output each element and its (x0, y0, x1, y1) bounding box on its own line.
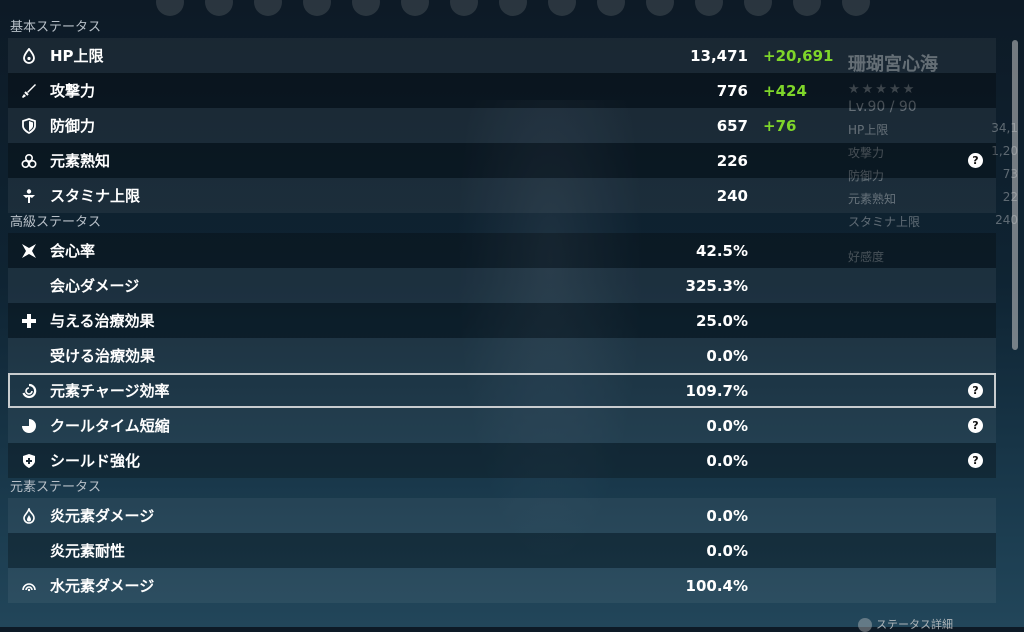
stat-row-crit-dmg[interactable]: 会心ダメージ 325.3% (8, 268, 996, 303)
stat-row-energy-recharge[interactable]: 元素チャージ効率 109.7% ? (8, 373, 996, 408)
help-icon[interactable]: ? (968, 453, 983, 468)
hydro-icon (8, 578, 50, 594)
stat-row-incoming-healing[interactable]: 受ける治療効果 0.0% (8, 338, 996, 373)
character-slot[interactable] (842, 0, 870, 16)
stamina-icon (8, 188, 50, 204)
stat-label: 防御力 (50, 117, 96, 135)
energy-recharge-icon (8, 383, 50, 399)
stat-bonus: +20,691 (763, 46, 834, 65)
pyro-icon (8, 507, 50, 524)
stat-value: 42.5% (695, 241, 748, 260)
stat-row-cooldown[interactable]: クールタイム短縮 0.0% ? (8, 408, 996, 443)
section-header-basic: 基本ステータス (10, 20, 102, 35)
stat-label: 水元素ダメージ (50, 577, 155, 595)
stat-value: 13,471 (690, 46, 748, 65)
stat-row-hp[interactable]: HP上限 13,471 +20,691 (8, 38, 996, 73)
stats-list[interactable]: 基本ステータス HP上限 13,471 +20,691 攻撃力 776 +424… (0, 18, 1010, 603)
stat-row-def[interactable]: 防御力 657 +76 (8, 108, 996, 143)
stat-value: 0.0% (706, 506, 748, 525)
stat-value: 25.0% (695, 311, 748, 330)
help-icon[interactable]: ? (968, 418, 983, 433)
stat-label: クールタイム短縮 (50, 417, 170, 435)
cross-icon (8, 313, 50, 329)
character-name: 珊瑚宮心海 (848, 54, 938, 75)
stat-value: 776 (716, 81, 748, 100)
stat-label: 元素チャージ効率 (50, 382, 170, 400)
stat-value: 325.3% (685, 276, 748, 295)
cooldown-icon (8, 418, 50, 434)
stat-label: HP上限 (50, 47, 104, 65)
section-header-element: 元素ステータス (10, 480, 102, 495)
stat-value: 0.0% (706, 451, 748, 470)
stat-label: 炎元素耐性 (50, 542, 126, 560)
character-slot[interactable] (156, 0, 184, 16)
stat-value: 0.0% (706, 541, 748, 560)
character-slot[interactable] (793, 0, 821, 16)
stat-value: 240 (716, 186, 748, 205)
help-icon[interactable]: ? (968, 383, 983, 398)
rarity-stars: ★★★★★ (848, 82, 917, 97)
droplet-icon (8, 47, 50, 64)
stat-value: 109.7% (685, 381, 748, 400)
stat-label: シールド強化 (50, 452, 141, 470)
section-header-advanced: 高級ステータス (10, 215, 102, 230)
character-strip (0, 0, 1024, 18)
crit-icon (8, 243, 50, 259)
stat-value: 226 (716, 151, 748, 170)
character-slot[interactable] (499, 0, 527, 16)
status-detail-hint[interactable]: ステータス詳細 (858, 616, 953, 632)
character-slot[interactable] (205, 0, 233, 16)
shield-plus-icon (8, 453, 50, 469)
character-slot[interactable] (352, 0, 380, 16)
stat-bonus: +76 (763, 116, 797, 135)
shield-icon (8, 117, 50, 134)
stat-row-stamina[interactable]: スタミナ上限 240 (8, 178, 996, 213)
stat-label: 攻撃力 (50, 82, 96, 100)
character-slot[interactable] (695, 0, 723, 16)
character-slot[interactable] (450, 0, 478, 16)
sword-icon (8, 83, 50, 99)
stat-label: 会心ダメージ (50, 277, 140, 295)
character-level: Lv.90 / 90 (848, 99, 917, 115)
character-slot[interactable] (646, 0, 674, 16)
stat-row-atk[interactable]: 攻撃力 776 +424 (8, 73, 996, 108)
stat-value: 0.0% (706, 346, 748, 365)
character-slot[interactable] (548, 0, 576, 16)
element-mastery-icon (8, 153, 50, 169)
stat-row-pyro-dmg[interactable]: 炎元素ダメージ 0.0% (8, 498, 996, 533)
character-slot[interactable] (254, 0, 282, 16)
character-slot[interactable] (303, 0, 331, 16)
stat-value: 0.0% (706, 416, 748, 435)
scrollbar[interactable] (1012, 40, 1018, 350)
stat-label: 元素熟知 (50, 152, 111, 170)
stat-row-hydro-dmg[interactable]: 水元素ダメージ 100.4% (8, 568, 996, 603)
stat-label: 会心率 (50, 242, 96, 260)
stat-label: 炎元素ダメージ (50, 507, 155, 525)
stat-label: スタミナ上限 (50, 187, 141, 205)
character-silhouette (440, 100, 660, 620)
stat-row-healing-bonus[interactable]: 与える治療効果 25.0% (8, 303, 996, 338)
stat-label: 与える治療効果 (50, 312, 155, 330)
stat-row-pyro-res[interactable]: 炎元素耐性 0.0% (8, 533, 996, 568)
stat-row-shield-strength[interactable]: シールド強化 0.0% ? (8, 443, 996, 478)
stat-bonus: +424 (763, 81, 807, 100)
stat-label: 受ける治療効果 (50, 347, 156, 365)
stat-row-em[interactable]: 元素熟知 226 ? (8, 143, 996, 178)
stat-value: 657 (716, 116, 748, 135)
button-prompt-icon (858, 618, 872, 632)
character-slot[interactable] (744, 0, 772, 16)
character-slot[interactable] (401, 0, 429, 16)
character-slot[interactable] (597, 0, 625, 16)
stat-row-crit-rate[interactable]: 会心率 42.5% (8, 233, 996, 268)
stat-value: 100.4% (685, 576, 748, 595)
help-icon[interactable]: ? (968, 153, 983, 168)
